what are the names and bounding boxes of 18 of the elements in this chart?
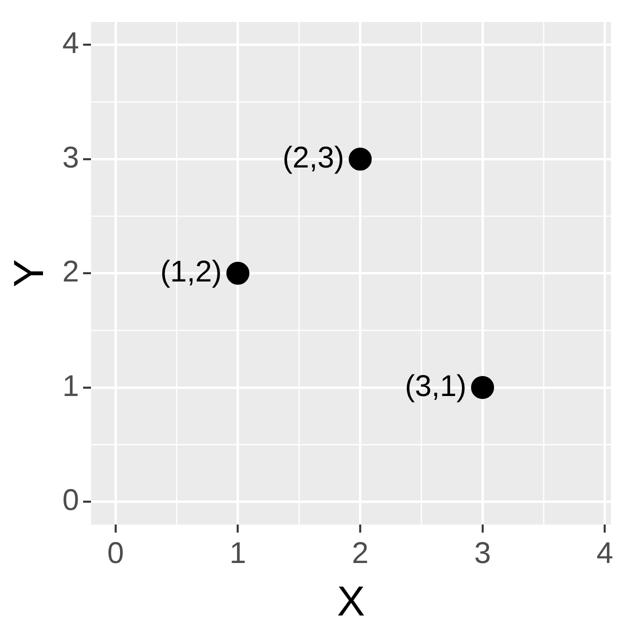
y-tick-label: 1	[62, 370, 80, 403]
x-tick-label: 4	[596, 536, 614, 570]
x-tick-label: 2	[352, 536, 369, 570]
annotation: (3,1)	[404, 370, 467, 403]
y-tick-label: 4	[62, 27, 80, 60]
y-tick-label: 3	[62, 141, 80, 174]
y-axis-title: Y	[4, 259, 52, 288]
point	[471, 376, 494, 400]
y-tick-label: 0	[62, 484, 80, 518]
x-tick-label: 0	[107, 536, 124, 570]
annotation: (2,3)	[282, 141, 344, 174]
point	[226, 262, 250, 285]
y-tick-label: 2	[62, 256, 80, 289]
annotation: (1,2)	[160, 256, 222, 289]
point	[348, 148, 372, 171]
x-axis-title: X	[337, 577, 366, 624]
x-tick-label: 3	[474, 536, 491, 570]
x-tick-label: 1	[230, 536, 246, 570]
